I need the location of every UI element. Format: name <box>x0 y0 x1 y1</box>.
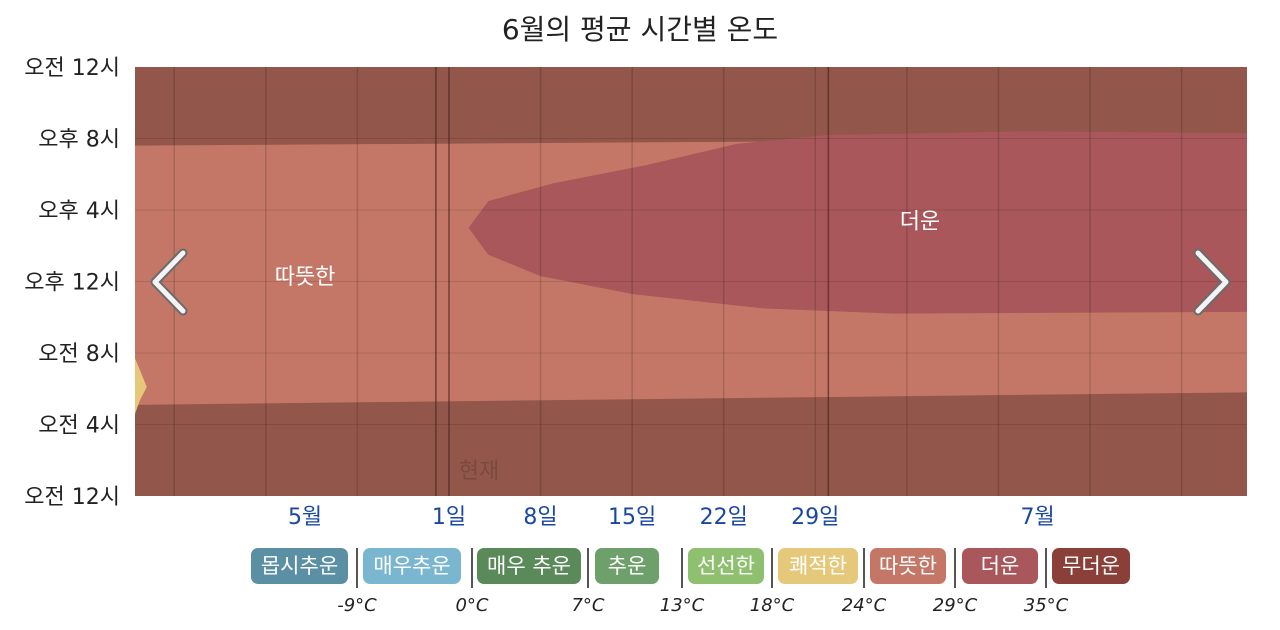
x-tick-label: 7월 <box>1021 505 1055 530</box>
y-tick-label: 오후 12시 <box>24 271 120 296</box>
y-tick-label: 오전 12시 <box>24 485 120 510</box>
y-tick-label: 오후 4시 <box>38 199 120 224</box>
legend-threshold: 35°C <box>1023 595 1069 616</box>
region-label: 더운 <box>900 210 940 235</box>
legend-separator <box>1045 548 1047 588</box>
y-tick-label: 오후 8시 <box>38 128 120 153</box>
x-tick-label: 1일 <box>432 505 466 530</box>
legend-item: 쾌적한 <box>778 548 858 584</box>
legend-threshold: 18°C <box>749 595 795 616</box>
chevron-right-icon[interactable] <box>1193 248 1231 316</box>
x-tick-label: 22일 <box>700 505 748 530</box>
legend-item: 따뜻한 <box>870 548 946 584</box>
legend-threshold: 13°C <box>659 595 705 616</box>
legend-item: 더운 <box>962 548 1038 584</box>
legend-item: 선선한 <box>688 548 764 584</box>
x-tick-label: 5월 <box>288 505 322 530</box>
legend-item: 매우 추운 <box>477 548 581 584</box>
legend-separator <box>681 548 683 588</box>
region-label: 따뜻한 <box>275 265 336 290</box>
chart-title: 6월의 평균 시간별 온도 <box>501 13 779 46</box>
legend-threshold: -9°C <box>337 595 377 616</box>
y-tick-label: 오전 4시 <box>38 414 120 439</box>
legend-item: 무더운 <box>1052 548 1130 584</box>
legend-item: 매우추운 <box>363 548 461 584</box>
legend-separator <box>587 548 589 588</box>
legend-item: 몹시추운 <box>251 548 348 584</box>
legend-separator <box>471 548 473 588</box>
x-tick-label: 15일 <box>608 505 656 530</box>
legend-threshold: 0°C <box>455 595 489 616</box>
x-tick-label: 29일 <box>791 505 839 530</box>
y-tick-label: 오전 8시 <box>38 342 120 367</box>
y-tick-label: 오전 12시 <box>24 56 120 81</box>
chevron-left-icon[interactable] <box>150 248 188 316</box>
legend-item: 추운 <box>595 548 659 584</box>
x-tick-label: 8일 <box>523 505 557 530</box>
band-comfortable <box>135 358 147 414</box>
legend-separator <box>356 548 358 588</box>
legend-threshold: 7°C <box>571 595 605 616</box>
legend-threshold: 24°C <box>841 595 887 616</box>
legend-separator <box>771 548 773 588</box>
band-hot <box>468 131 1248 314</box>
legend: 몹시추운 매우추운 매우 추운 추운 선선한 쾌적한 따뜻한 더운 무더운 -9°C 0°C 7°C 1… <box>0 548 1280 628</box>
legend-threshold: 29°C <box>932 595 978 616</box>
now-label: 현재 <box>459 459 499 484</box>
legend-separator <box>954 548 956 588</box>
legend-separator <box>863 548 865 588</box>
